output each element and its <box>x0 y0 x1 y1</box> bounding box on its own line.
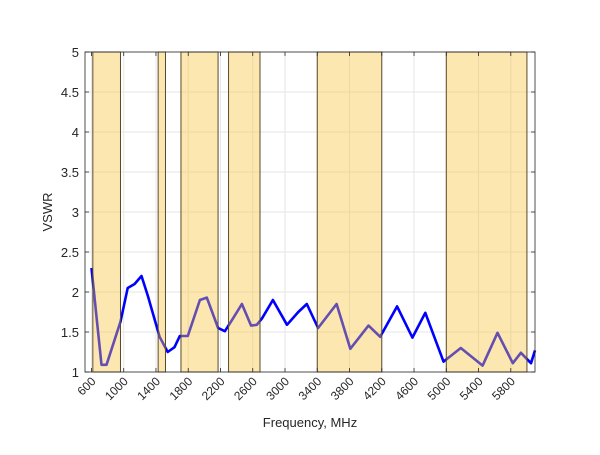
x-tick-label: 2600 <box>231 374 260 403</box>
y-tick-label: 3 <box>72 205 79 220</box>
x-tick-label: 2200 <box>199 374 228 403</box>
y-axis-label: VSWR <box>40 193 55 232</box>
y-tick-label: 4 <box>72 125 79 140</box>
x-tick-label: 3400 <box>296 374 325 403</box>
y-tick-label: 5 <box>72 45 79 60</box>
shaded-band <box>180 51 219 373</box>
x-tick-label: 3800 <box>328 374 357 403</box>
y-tick-label: 2.5 <box>61 245 79 260</box>
x-tick-label: 1000 <box>102 374 131 403</box>
shaded-band <box>157 51 166 373</box>
series-line <box>90 267 537 367</box>
shaded-bands <box>92 51 528 373</box>
y-tick-label: 4.5 <box>61 85 79 100</box>
shaded-band <box>92 51 121 373</box>
x-tick-label: 4200 <box>360 374 389 403</box>
shaded-band <box>445 51 528 373</box>
shaded-band <box>316 51 383 373</box>
x-tick-label: 5400 <box>457 374 486 403</box>
shaded-band <box>228 51 261 373</box>
x-tick-label: 5000 <box>425 374 454 403</box>
x-tick-label: 3000 <box>263 374 292 403</box>
x-tick-label: 5800 <box>489 374 518 403</box>
y-tick-label: 2 <box>72 285 79 300</box>
axes <box>84 51 536 373</box>
x-tick-label: 4600 <box>392 374 421 403</box>
y-tick-label: 3.5 <box>61 165 79 180</box>
x-axis-label: Frequency, MHz <box>263 415 357 430</box>
y-tick-label: 1 <box>72 365 79 380</box>
vswr-series <box>90 267 537 367</box>
tick-labels: 600 1000 1400 1800 2200 2600 3000 3400 3800 4200 4… <box>61 45 518 403</box>
x-tick-label: 1400 <box>134 374 163 403</box>
x-tick-label: 1800 <box>167 374 196 403</box>
y-tick-label: 1.5 <box>61 325 79 340</box>
